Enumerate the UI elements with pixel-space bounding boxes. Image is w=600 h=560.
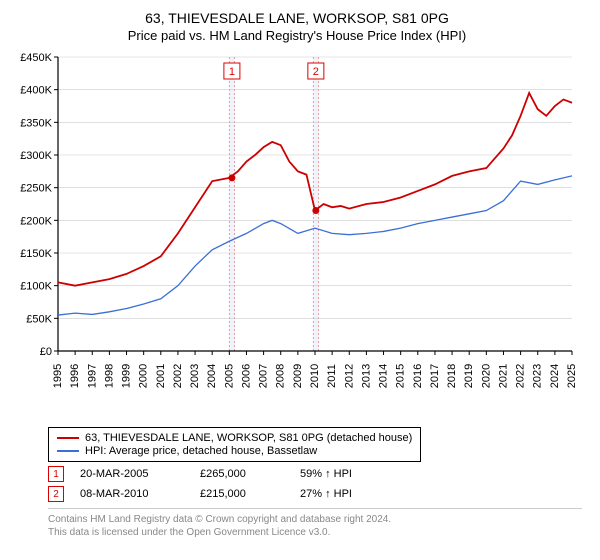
svg-text:2002: 2002 bbox=[172, 364, 184, 388]
svg-text:£400K: £400K bbox=[20, 85, 52, 97]
svg-text:1: 1 bbox=[229, 66, 235, 78]
svg-text:2009: 2009 bbox=[292, 364, 304, 388]
svg-text:2007: 2007 bbox=[258, 364, 270, 388]
sale-price: £265,000 bbox=[200, 468, 300, 480]
svg-text:2003: 2003 bbox=[189, 364, 201, 388]
svg-text:2006: 2006 bbox=[240, 364, 252, 388]
svg-text:2000: 2000 bbox=[138, 364, 150, 388]
legend-box: 63, THIEVESDALE LANE, WORKSOP, S81 0PG (… bbox=[48, 427, 421, 462]
svg-text:2022: 2022 bbox=[515, 364, 527, 388]
chart-area: £0 £50K £100K £150K £200K £250K £300K £350K £400… bbox=[12, 51, 582, 421]
svg-text:2019: 2019 bbox=[463, 364, 475, 388]
footer-attribution: Contains HM Land Registry data © Crown c… bbox=[48, 508, 582, 539]
svg-text:2011: 2011 bbox=[326, 364, 338, 388]
page-title: 63, THIEVESDALE LANE, WORKSOP, S81 0PG bbox=[12, 10, 582, 26]
svg-text:2018: 2018 bbox=[446, 364, 458, 388]
page-subtitle: Price paid vs. HM Land Registry's House … bbox=[12, 28, 582, 43]
svg-text:2008: 2008 bbox=[275, 364, 287, 388]
sale-price: £215,000 bbox=[200, 488, 300, 500]
footer-line: Contains HM Land Registry data © Crown c… bbox=[48, 513, 582, 526]
svg-text:£300K: £300K bbox=[20, 150, 52, 162]
svg-text:£350K: £350K bbox=[20, 117, 52, 129]
sale-row-1: 1 20-MAR-2005 £265,000 59% ↑ HPI bbox=[48, 466, 582, 482]
svg-text:2001: 2001 bbox=[155, 364, 167, 388]
svg-text:£100K: £100K bbox=[20, 281, 52, 293]
svg-text:2015: 2015 bbox=[395, 364, 407, 388]
svg-text:2021: 2021 bbox=[497, 364, 509, 388]
svg-text:£450K: £450K bbox=[20, 52, 52, 64]
svg-text:1996: 1996 bbox=[69, 364, 81, 388]
sale-date: 20-MAR-2005 bbox=[80, 468, 200, 480]
sale-marker-icon: 1 bbox=[48, 466, 64, 482]
legend-label: HPI: Average price, detached house, Bass… bbox=[85, 445, 317, 457]
footer-line: This data is licensed under the Open Gov… bbox=[48, 526, 582, 539]
svg-text:2010: 2010 bbox=[309, 364, 321, 388]
svg-text:2017: 2017 bbox=[429, 364, 441, 388]
sale-hpi-delta: 27% ↑ HPI bbox=[300, 488, 390, 500]
svg-text:2025: 2025 bbox=[566, 364, 578, 388]
legend-item-hpi: HPI: Average price, detached house, Bass… bbox=[57, 445, 412, 457]
svg-text:£50K: £50K bbox=[26, 313, 52, 325]
svg-text:2005: 2005 bbox=[223, 364, 235, 388]
svg-text:2004: 2004 bbox=[206, 364, 218, 388]
sale-marker-icon: 2 bbox=[48, 486, 64, 502]
svg-text:1997: 1997 bbox=[86, 364, 98, 388]
svg-text:2020: 2020 bbox=[480, 364, 492, 388]
svg-text:2013: 2013 bbox=[360, 364, 372, 388]
svg-text:£0: £0 bbox=[40, 346, 52, 358]
sale-date: 08-MAR-2010 bbox=[80, 488, 200, 500]
legend-item-property: 63, THIEVESDALE LANE, WORKSOP, S81 0PG (… bbox=[57, 432, 412, 444]
svg-text:£150K: £150K bbox=[20, 248, 52, 260]
svg-text:1998: 1998 bbox=[103, 364, 115, 388]
svg-text:2024: 2024 bbox=[549, 364, 561, 388]
svg-text:2014: 2014 bbox=[378, 364, 390, 388]
svg-text:2012: 2012 bbox=[343, 364, 355, 388]
legend-label: 63, THIEVESDALE LANE, WORKSOP, S81 0PG (… bbox=[85, 432, 412, 444]
svg-text:£250K: £250K bbox=[20, 183, 52, 195]
svg-text:1999: 1999 bbox=[121, 364, 133, 388]
sale-hpi-delta: 59% ↑ HPI bbox=[300, 468, 390, 480]
svg-text:2023: 2023 bbox=[532, 364, 544, 388]
svg-text:1995: 1995 bbox=[52, 364, 64, 388]
svg-text:2: 2 bbox=[313, 66, 319, 78]
sale-row-2: 2 08-MAR-2010 £215,000 27% ↑ HPI bbox=[48, 486, 582, 502]
svg-text:£200K: £200K bbox=[20, 215, 52, 227]
svg-text:2016: 2016 bbox=[412, 364, 424, 388]
